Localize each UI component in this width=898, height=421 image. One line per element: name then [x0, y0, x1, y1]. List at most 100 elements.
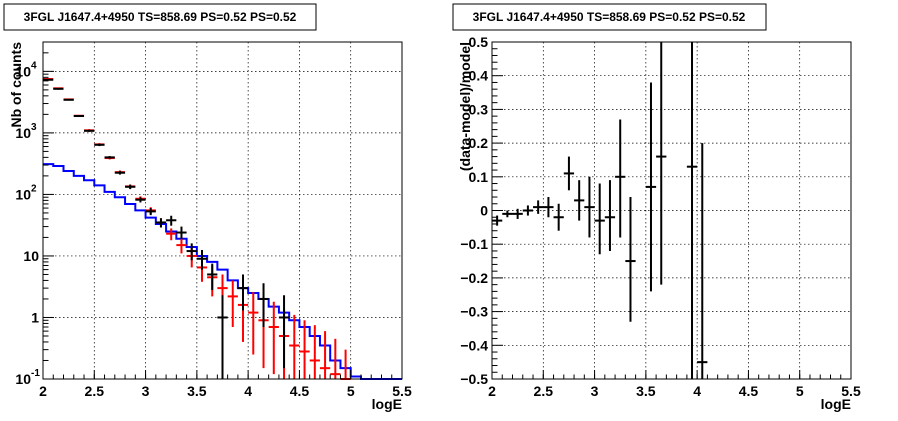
left-red-point	[340, 349, 351, 380]
left-x-tick-label: 3	[142, 383, 150, 399]
right-chart: 3FGL J1647.4+4950 TS=858.69 PS=0.52 PS=0…	[452, 3, 861, 412]
right-residual-point	[686, 42, 698, 379]
right-x-tick-label: 5.5	[841, 383, 861, 399]
left-black-point	[63, 98, 74, 101]
right-residual-point	[522, 205, 534, 216]
left-black-point	[207, 263, 218, 290]
left-y-tick-exponent: -1	[31, 368, 40, 379]
right-residual-point	[656, 42, 667, 285]
left-black-point	[278, 295, 290, 369]
left-red-point	[176, 238, 187, 254]
left-black-point	[155, 218, 167, 228]
left-y-tick-label: 10	[23, 248, 39, 264]
left-red-point	[289, 314, 300, 379]
left-red-point	[330, 338, 341, 379]
left-y-tick-label: 10	[15, 63, 31, 79]
right-residual-point	[615, 119, 626, 238]
left-plot-frame	[42, 41, 403, 380]
left-black-point	[196, 249, 208, 270]
right-x-tick-label: 2.5	[534, 383, 554, 399]
left-chart: 3FGL J1647.4+4950 TS=858.69 PS=0.52 PS=0…	[3, 3, 412, 412]
right-title-box	[452, 3, 767, 31]
right-residual-point	[594, 183, 605, 255]
left-y-tick-exponent: 3	[31, 122, 37, 133]
left-black-point	[186, 243, 197, 261]
right-residual-point	[645, 82, 657, 292]
left-y-axis-label: Nb of counts	[8, 42, 24, 128]
left-y-tick-label: 1	[31, 309, 39, 325]
left-series	[43, 78, 402, 380]
right-y-tick-label: −0.4	[460, 337, 488, 353]
left-y-tick-exponent: 2	[31, 183, 37, 194]
right-y-tick-label: 0.2	[469, 135, 489, 151]
left-black-point	[104, 156, 115, 159]
left-chart-title: 3FGL J1647.4+4950 TS=858.69 PS=0.52 PS=0…	[24, 10, 297, 24]
right-y-tick-label: −0.2	[460, 270, 488, 286]
right-x-tick-label: 2	[488, 383, 496, 399]
left-red-point	[227, 280, 238, 328]
left-red-point	[248, 291, 259, 355]
right-y-tick-label: 0.5	[469, 34, 489, 50]
left-black-point	[258, 283, 269, 328]
right-residual-point	[584, 176, 595, 238]
left-x-tick-label: 4	[244, 383, 252, 399]
left-black-point	[135, 197, 146, 203]
right-residual-point	[533, 200, 544, 214]
left-black-point	[125, 184, 136, 190]
right-x-tick-label: 5	[796, 383, 804, 399]
left-red-point	[166, 228, 177, 241]
right-residual-point	[502, 210, 513, 218]
right-x-tick-label: 3	[591, 383, 599, 399]
left-x-tick-label: 4.5	[290, 383, 310, 399]
left-black-point	[84, 129, 95, 132]
left-x-tick-label: 2	[39, 383, 47, 399]
right-y-tick-label: 0	[480, 203, 488, 219]
left-black-point	[176, 226, 187, 239]
left-y-tick-label: 10	[15, 125, 31, 141]
left-black-point	[237, 274, 249, 311]
left-black-point	[73, 115, 85, 118]
left-black-point	[114, 171, 126, 175]
right-residual-point	[563, 156, 575, 191]
right-x-tick-label: 4.5	[739, 383, 759, 399]
right-y-tick-label: −0.5	[460, 371, 488, 387]
right-x-tick-label: 3.5	[636, 383, 656, 399]
right-residual-point	[543, 197, 554, 218]
right-residual-point	[604, 180, 616, 251]
right-x-tick-label: 4	[693, 383, 701, 399]
left-black-point	[145, 208, 156, 216]
right-series	[492, 42, 708, 379]
right-grid	[492, 42, 851, 379]
left-x-tick-label: 2.5	[85, 383, 105, 399]
right-y-axis-label: (data-model)/model	[457, 42, 473, 171]
right-y-tick-label: −0.3	[460, 304, 488, 320]
left-y-tick-exponent: 4	[31, 60, 37, 71]
right-y-tick-label: −0.1	[460, 236, 488, 252]
left-red-point	[268, 301, 279, 375]
left-red-point	[319, 331, 331, 379]
right-residual-point	[697, 143, 708, 379]
right-y-tick-label: 0.1	[469, 169, 489, 185]
right-chart-title: 3FGL J1647.4+4950 TS=858.69 PS=0.52 PS=0…	[473, 10, 746, 24]
left-black-point	[94, 143, 105, 147]
left-x-tick-label: 3.5	[187, 383, 207, 399]
right-residual-point	[625, 197, 636, 322]
left-x-axis-label: logE	[372, 396, 402, 412]
right-y-tick-label: 0.3	[469, 101, 489, 117]
left-title-box	[3, 3, 317, 31]
right-y-tick-label: 0.4	[469, 68, 489, 84]
left-x-tick-label: 5	[347, 383, 355, 399]
left-red-point	[299, 320, 310, 379]
left-black-point	[53, 87, 64, 90]
left-black-point	[166, 215, 177, 226]
left-black-point	[43, 78, 54, 81]
right-x-axis-label: logE	[821, 396, 851, 412]
left-y-tick-label: 10	[15, 371, 31, 387]
left-grid	[43, 42, 402, 379]
right-residual-point	[574, 180, 585, 221]
right-residual-point	[553, 203, 564, 231]
left-y-tick-label: 10	[15, 186, 31, 202]
right-residual-point	[512, 208, 523, 219]
